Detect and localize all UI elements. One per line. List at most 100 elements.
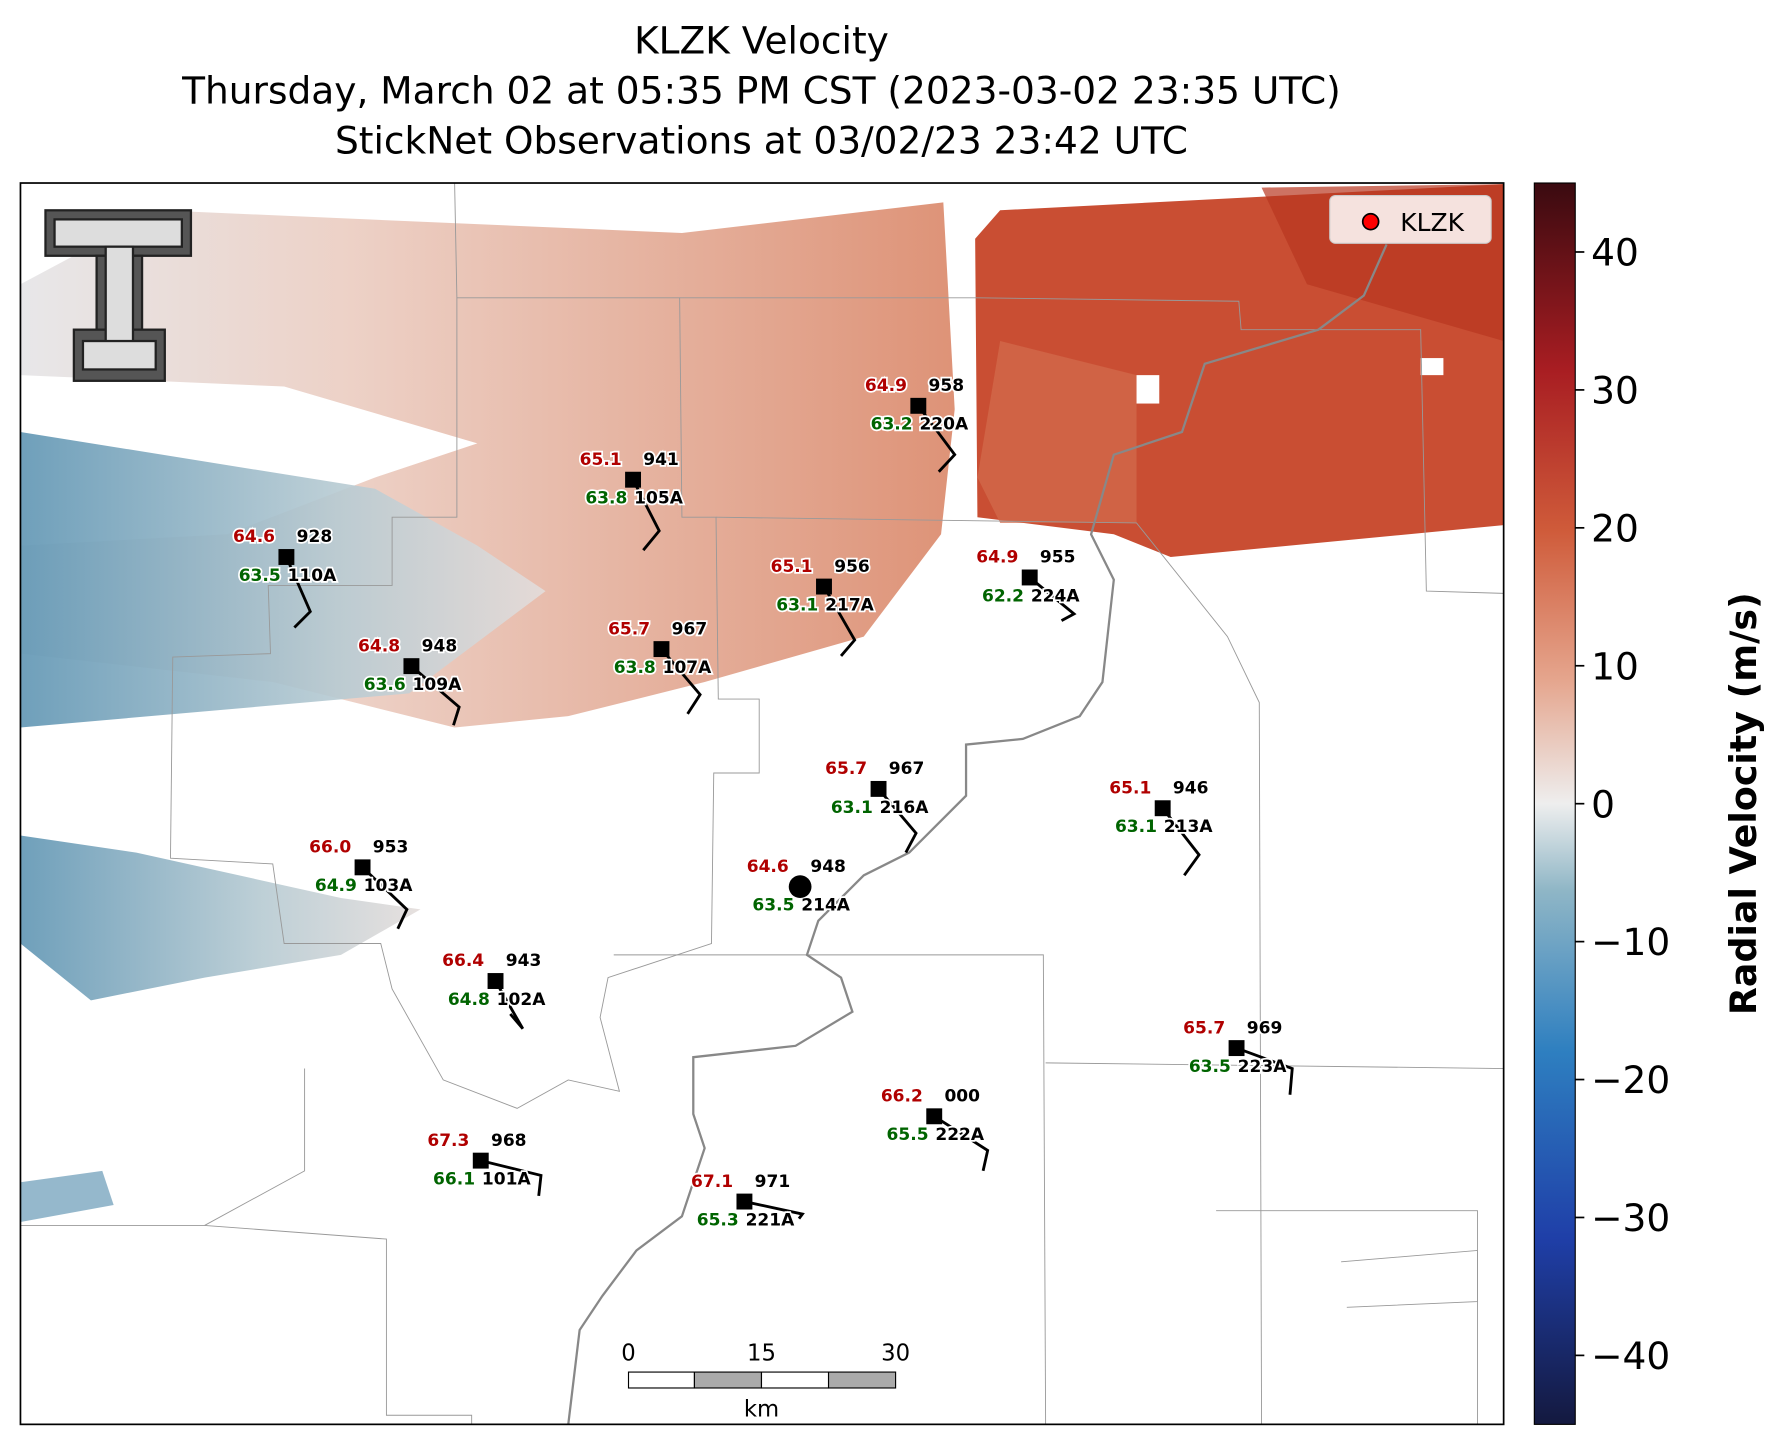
station-id: 214A	[801, 896, 851, 916]
colorbar: Radial Velocity (m/s) −40 −30 −20 −10 0 10 20 3…	[1533, 182, 1765, 1425]
wind-barb	[933, 1115, 990, 1172]
station-id: 216A	[880, 798, 930, 818]
temperature: 65.7	[608, 619, 650, 639]
colorbar-tick-label: −10	[1591, 920, 1670, 964]
scale-label: 0	[621, 1341, 635, 1367]
dewpoint: 63.1	[831, 798, 873, 818]
pressure: 946	[1173, 778, 1209, 798]
station-marker	[487, 973, 504, 989]
wind-barb	[917, 404, 957, 473]
station-id: 221A	[746, 1210, 796, 1230]
station-id: 223A	[1238, 1057, 1288, 1077]
station-marker	[403, 658, 420, 675]
temperature: 66.0	[309, 838, 351, 858]
pressure: 948	[422, 636, 458, 656]
wind-barb	[822, 585, 857, 657]
pressure: 967	[889, 759, 925, 779]
colorbar-tick-label: 0	[1591, 782, 1615, 826]
wind-barb	[494, 980, 525, 1030]
scale-label: 30	[881, 1341, 910, 1367]
pressure: 971	[755, 1172, 791, 1192]
wind-barb	[361, 866, 409, 930]
station-id: 217A	[825, 595, 875, 615]
wind-barb	[1236, 1046, 1294, 1095]
pressure: 967	[672, 619, 708, 639]
wind-barb	[744, 1200, 805, 1220]
station-marker	[1228, 1040, 1245, 1057]
temperature: 67.3	[427, 1131, 469, 1151]
station-marker	[653, 641, 670, 658]
pressure: 948	[810, 857, 846, 877]
station-marker	[354, 859, 371, 876]
dewpoint: 63.8	[614, 658, 656, 678]
station-id: 107A	[663, 658, 713, 678]
temperature: 66.4	[442, 951, 484, 971]
wind-barb	[1028, 576, 1077, 622]
station-id: 110A	[288, 566, 338, 586]
wind-barb	[285, 556, 312, 629]
radar-site	[788, 875, 812, 899]
wind-barb	[631, 479, 661, 552]
station-marker	[816, 578, 832, 595]
wind-barb	[660, 648, 702, 715]
temperature: 65.1	[1109, 778, 1151, 798]
dewpoint: 64.8	[448, 990, 490, 1010]
station-id: 109A	[413, 675, 463, 695]
temperature: 64.8	[358, 636, 400, 656]
temperature: 64.6	[747, 857, 789, 877]
dewpoint: 66.1	[433, 1170, 475, 1190]
temperature: 65.7	[1183, 1018, 1225, 1038]
dewpoint: 65.5	[887, 1125, 929, 1145]
obs-line: StickNet Observations at 03/02/23 23:42 …	[335, 118, 1188, 162]
dewpoint: 63.5	[1189, 1057, 1231, 1077]
colorbar-tick-label: 20	[1591, 506, 1639, 550]
station-id: 213A	[1164, 817, 1214, 837]
dewpoint: 63.5	[239, 566, 281, 586]
dewpoint: 62.2	[982, 586, 1024, 606]
scale-unit: km	[744, 1396, 779, 1422]
colorbar-tick-label: −30	[1591, 1196, 1670, 1240]
station-id: 101A	[482, 1170, 532, 1190]
colorbar-tick-label: 30	[1591, 369, 1639, 413]
title: KLZK Velocity	[634, 18, 889, 62]
pressure: 968	[491, 1131, 527, 1151]
station-id: 224A	[1031, 586, 1081, 606]
station-marker	[472, 1152, 489, 1169]
station-id: 222A	[935, 1125, 985, 1145]
pressure: 943	[506, 951, 542, 971]
dewpoint: 63.2	[871, 415, 913, 435]
station-id: 220A	[919, 415, 969, 435]
subtitle: Thursday, March 02 at 05:35 PM CST (2023…	[181, 68, 1341, 112]
colorbar-tick-label: −20	[1591, 1058, 1670, 1102]
wind-barb	[1161, 807, 1201, 877]
station-marker	[1021, 569, 1038, 586]
temperature: 65.7	[825, 759, 867, 779]
station-marker	[278, 549, 295, 565]
dewpoint: 63.1	[776, 595, 818, 615]
dewpoint: 63.5	[752, 896, 794, 916]
station-id: 105A	[634, 489, 684, 509]
colorbar-label: Radial Velocity (m/s)	[1722, 592, 1765, 1015]
station-marker	[870, 780, 887, 797]
temperature: 67.1	[691, 1172, 733, 1192]
station-marker	[926, 1108, 943, 1125]
dewpoint: 65.3	[697, 1210, 739, 1230]
pressure: 000	[944, 1087, 980, 1107]
dewpoint: 64.9	[315, 876, 357, 896]
logo	[44, 209, 193, 382]
colorbar-tick-label: 40	[1591, 231, 1639, 275]
temperature: 64.9	[865, 376, 907, 396]
wind-barb	[480, 1159, 543, 1197]
station-marker	[625, 471, 642, 488]
dewpoint: 63.6	[364, 675, 406, 695]
legend-label: KLZK	[1400, 208, 1464, 237]
pressure: 953	[373, 838, 409, 858]
station-id: 103A	[364, 876, 414, 896]
colorbar-tick-label: −40	[1591, 1334, 1670, 1378]
scale-bar: 0 15 30 km	[621, 1341, 910, 1423]
colorbar-tick-label: 10	[1591, 644, 1639, 688]
stations: 64.9 958 63.2 220A 65.1 941 63.8 105A 64.6 928 63.…	[231, 374, 1294, 1232]
pressure: 958	[929, 376, 965, 396]
scale-label: 15	[747, 1341, 776, 1367]
